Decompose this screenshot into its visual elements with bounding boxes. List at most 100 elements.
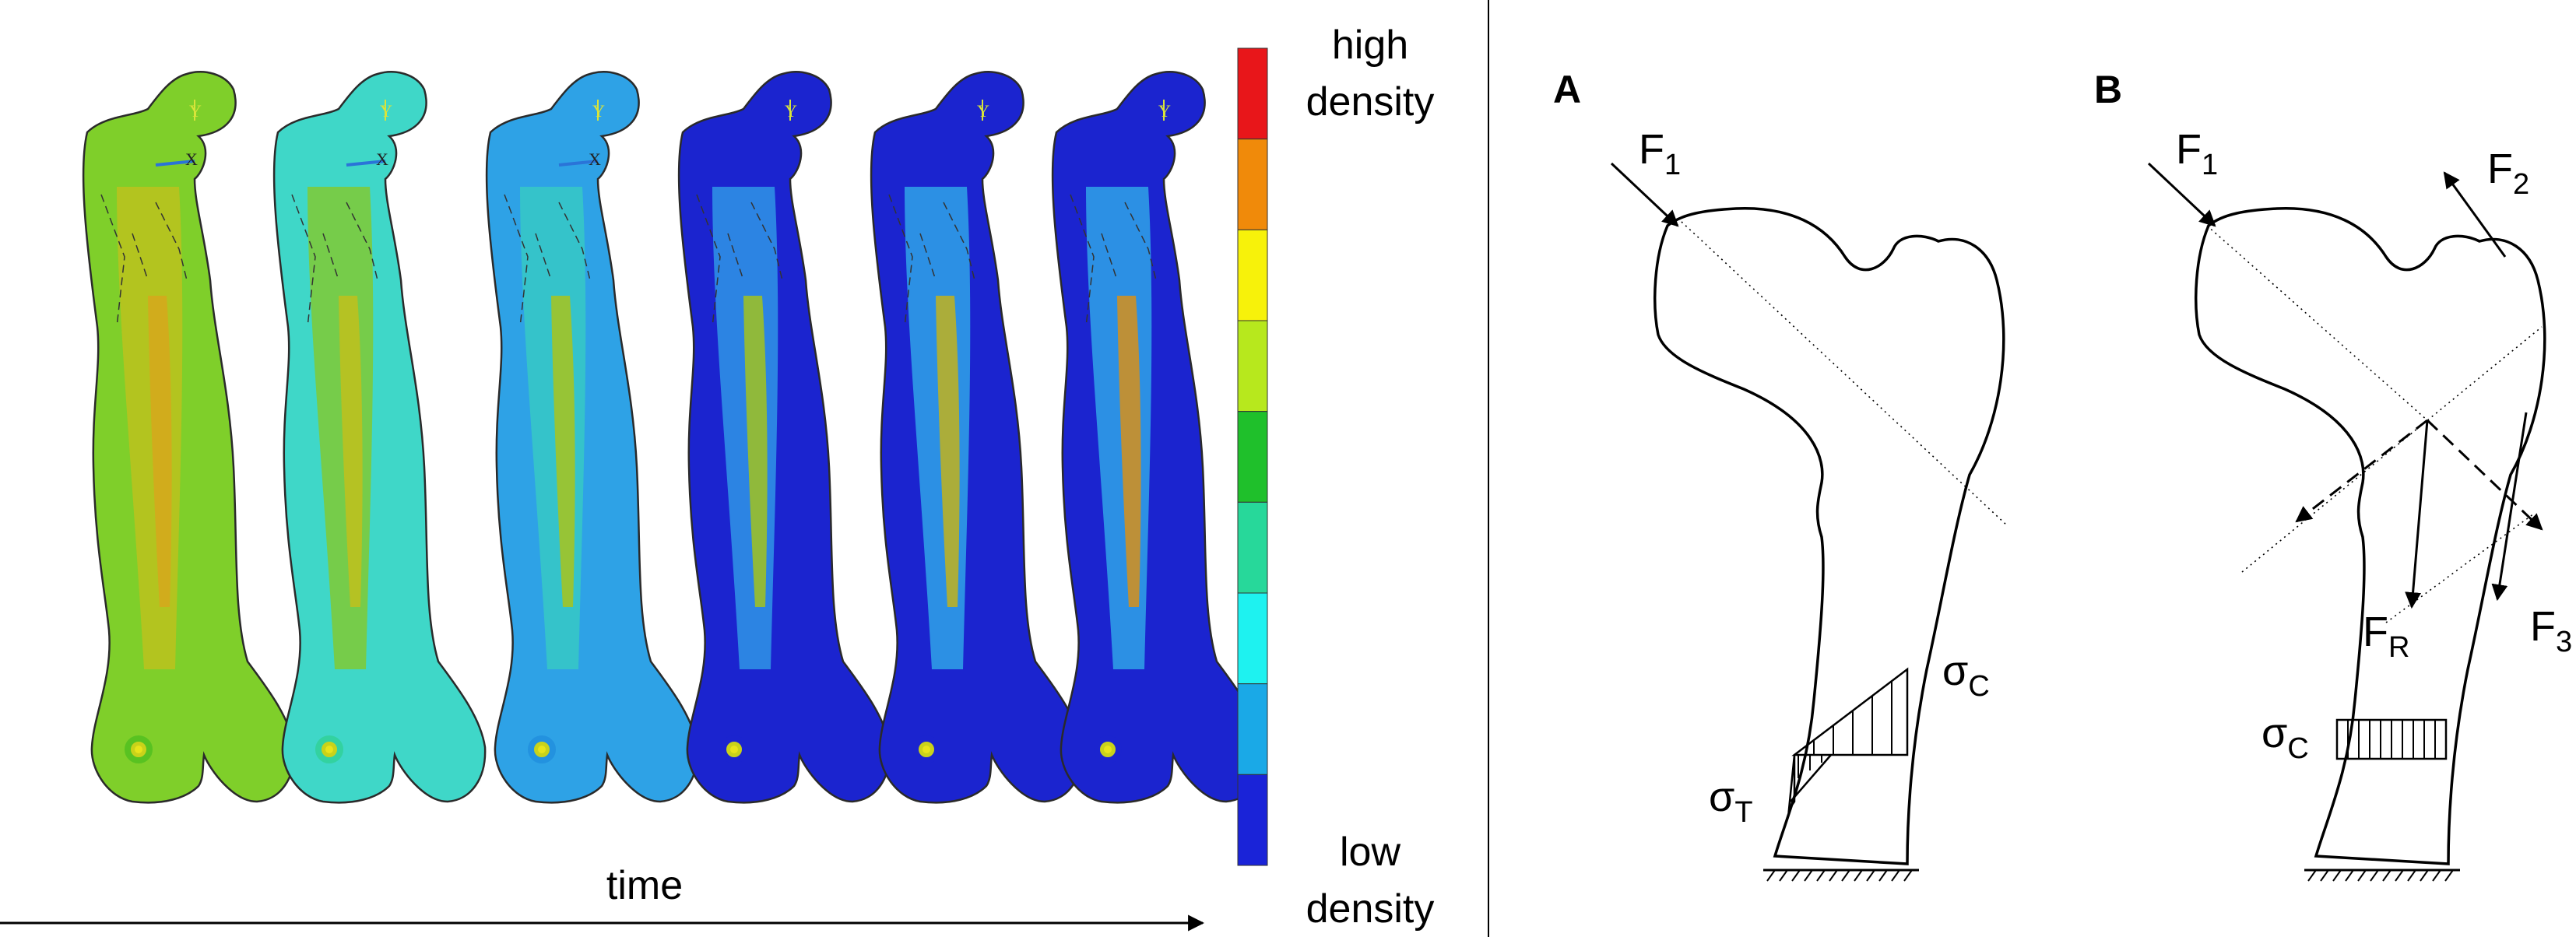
support-hatch-line	[2407, 869, 2416, 882]
support-hatch-line	[2444, 869, 2454, 882]
load-line-b1	[2206, 225, 2428, 421]
femur-mesh-lines	[504, 194, 591, 328]
colorbar-segment	[1237, 47, 1268, 140]
femur-frame: Y	[870, 71, 1084, 804]
femur-frame: YX	[82, 71, 296, 804]
colorbar-segment	[1237, 501, 1268, 594]
support-hatch-line	[1866, 869, 1875, 882]
colorbar-high-label-2: density	[1306, 79, 1435, 125]
support-hatch-line	[1903, 869, 1913, 882]
femur-frame: Y	[1051, 71, 1265, 804]
panel-a: A F1 σC σT	[1553, 68, 2008, 882]
support-hatch-line	[2307, 869, 2317, 882]
colorbar-low-label-2: density	[1306, 886, 1435, 932]
axis-y-label: Y	[380, 101, 392, 121]
load-line-b3	[2385, 513, 2535, 623]
force-f1-a: F1	[1639, 126, 1681, 181]
femur-cortex-core	[743, 296, 768, 607]
femur-condyle-core	[135, 746, 142, 753]
femur-body	[485, 71, 699, 804]
support-hatch-line	[2395, 869, 2404, 882]
axis-y-label: Y	[1158, 101, 1171, 121]
support-hatch-line	[1878, 869, 1888, 882]
femur-condyle-core	[730, 746, 738, 753]
colorbar-high-label-1: high	[1332, 23, 1408, 68]
femur-mesh-lines	[888, 194, 975, 328]
axis-y-label: Y	[189, 101, 202, 121]
axis-triad-x	[346, 160, 386, 167]
force-fr-arrow-b	[2405, 419, 2429, 609]
axis-x-label: X	[185, 149, 198, 169]
stress-hatching-b	[2347, 720, 2436, 759]
sigma-t-a: σT	[1709, 774, 1753, 829]
stress-hatching-a	[1798, 682, 1892, 778]
support-hatch-line	[1854, 869, 1863, 882]
load-line-a	[1681, 221, 2008, 526]
force-f1-b: F1	[2176, 126, 2218, 181]
axis-triad-x	[558, 160, 599, 167]
support-hatch-line	[2382, 869, 2391, 882]
femur-condyle-core	[325, 746, 333, 753]
support-hatch-line	[1891, 869, 1900, 882]
axis-x-label: X	[376, 149, 388, 169]
support-hatch-line	[2332, 869, 2342, 882]
femur-mesh-lines	[696, 194, 783, 328]
femur-cortex-core	[551, 296, 575, 607]
femur-body	[82, 71, 296, 804]
support-hatch-a	[1766, 869, 1913, 882]
femur-frame: YX	[272, 71, 487, 804]
colorbar-segment	[1237, 592, 1268, 685]
time-axis-label: time	[606, 863, 683, 908]
force-f1-arrow-b	[2147, 162, 2216, 227]
force-f3-arrow-b	[2491, 412, 2528, 602]
force-arrow-a	[1610, 162, 1679, 227]
load-line-b2	[2241, 326, 2543, 573]
support-hatch-line	[2432, 869, 2441, 882]
support-hatch-line	[1816, 869, 1826, 882]
force-fr-b: FR	[2363, 609, 2409, 664]
stress-triangle-compression-a	[1791, 667, 1909, 756]
axis-y-label: Y	[977, 101, 989, 121]
axis-y-label: Y	[785, 101, 797, 121]
dashed-axis-left	[2295, 419, 2428, 523]
support-hatch-line	[2370, 869, 2379, 882]
stress-triangle-tension-a	[1787, 754, 1796, 813]
femur-body	[272, 71, 487, 804]
colorbar-low-label-1: low	[1340, 830, 1400, 875]
panel-b: B F1 F2 FR F3 σC	[2094, 68, 2572, 882]
axis-triad-x	[155, 160, 195, 167]
support-hatch-line	[2345, 869, 2354, 882]
force-f2-b: F2	[2487, 146, 2529, 201]
colorbar-segment	[1237, 774, 1268, 866]
axis-x-label: X	[589, 149, 601, 169]
support-hatch-line	[2320, 869, 2329, 882]
femur-condyle-core	[923, 746, 930, 753]
femur-frame: YX	[485, 71, 699, 804]
dashed-axis-right	[2426, 419, 2543, 531]
axis-y-label: Y	[592, 101, 605, 121]
support-hatch-line	[1841, 869, 1850, 882]
colorbar-segment	[1237, 139, 1268, 230]
femur-cortex-core	[148, 296, 172, 607]
colorbar-segment	[1237, 411, 1268, 503]
femur-outline-b	[2195, 207, 2546, 865]
force-f3-b: F3	[2530, 603, 2572, 658]
femur-condyle-core	[1104, 746, 1112, 753]
colorbar-segment	[1237, 683, 1268, 775]
support-hatch-line	[1804, 869, 1813, 882]
support-hatch-line	[1829, 869, 1838, 882]
support-hatch-line	[1791, 869, 1801, 882]
sigma-c-a: σC	[1942, 647, 1990, 703]
femur-mesh-lines	[1070, 194, 1157, 328]
density-colorbar	[1237, 47, 1268, 866]
femur-cortex-core	[936, 296, 960, 607]
colorbar-segment	[1237, 229, 1268, 321]
colorbar-segment	[1237, 320, 1268, 412]
femur-cortex-core	[1117, 296, 1141, 607]
femur-frame: Y	[677, 71, 891, 804]
support-hatch-line	[1766, 869, 1776, 882]
femur-outline-a	[1653, 207, 2005, 865]
support-hatch-line	[2357, 869, 2367, 882]
